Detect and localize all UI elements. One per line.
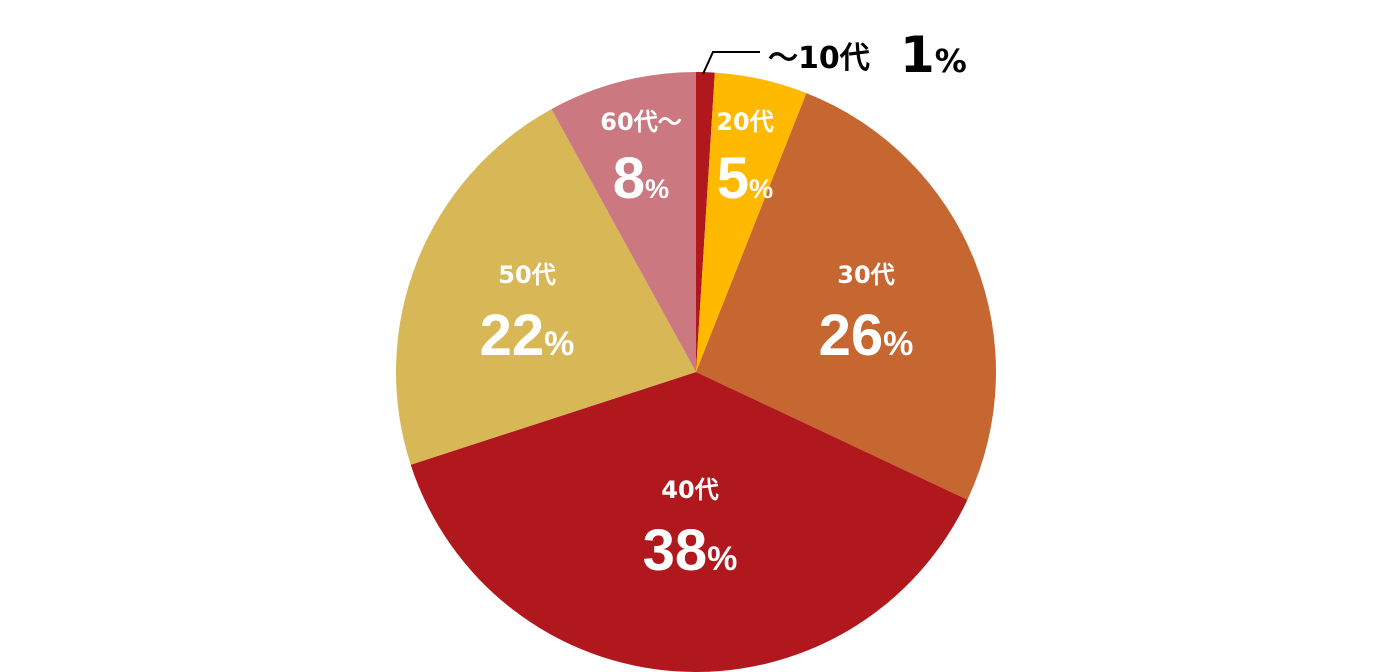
- pie-slice: [696, 93, 996, 500]
- slice-category-label: 30代: [837, 261, 894, 289]
- slice-category-label: 60代～: [600, 108, 681, 136]
- pie-slice: [696, 72, 807, 372]
- slice-value-label: 38%: [643, 518, 738, 583]
- slice-value-label: 22%: [480, 303, 575, 368]
- pie-slice: [396, 109, 696, 465]
- slice-value-label: 26%: [819, 303, 914, 368]
- pie-slice: [410, 372, 968, 672]
- slice-value-label: 8%: [613, 146, 669, 211]
- slice-category-label: 50代: [498, 261, 555, 289]
- slice-value-label: 5%: [717, 146, 773, 211]
- slice-category-label: 40代: [661, 476, 718, 504]
- leader-line: [702, 51, 760, 75]
- pie-slice: [551, 72, 696, 372]
- slice-category-label: 20代: [716, 108, 773, 136]
- pie-slice: [696, 72, 715, 372]
- slice-value-label: 1%: [900, 26, 967, 84]
- slice-category-label: ～10代: [768, 41, 870, 76]
